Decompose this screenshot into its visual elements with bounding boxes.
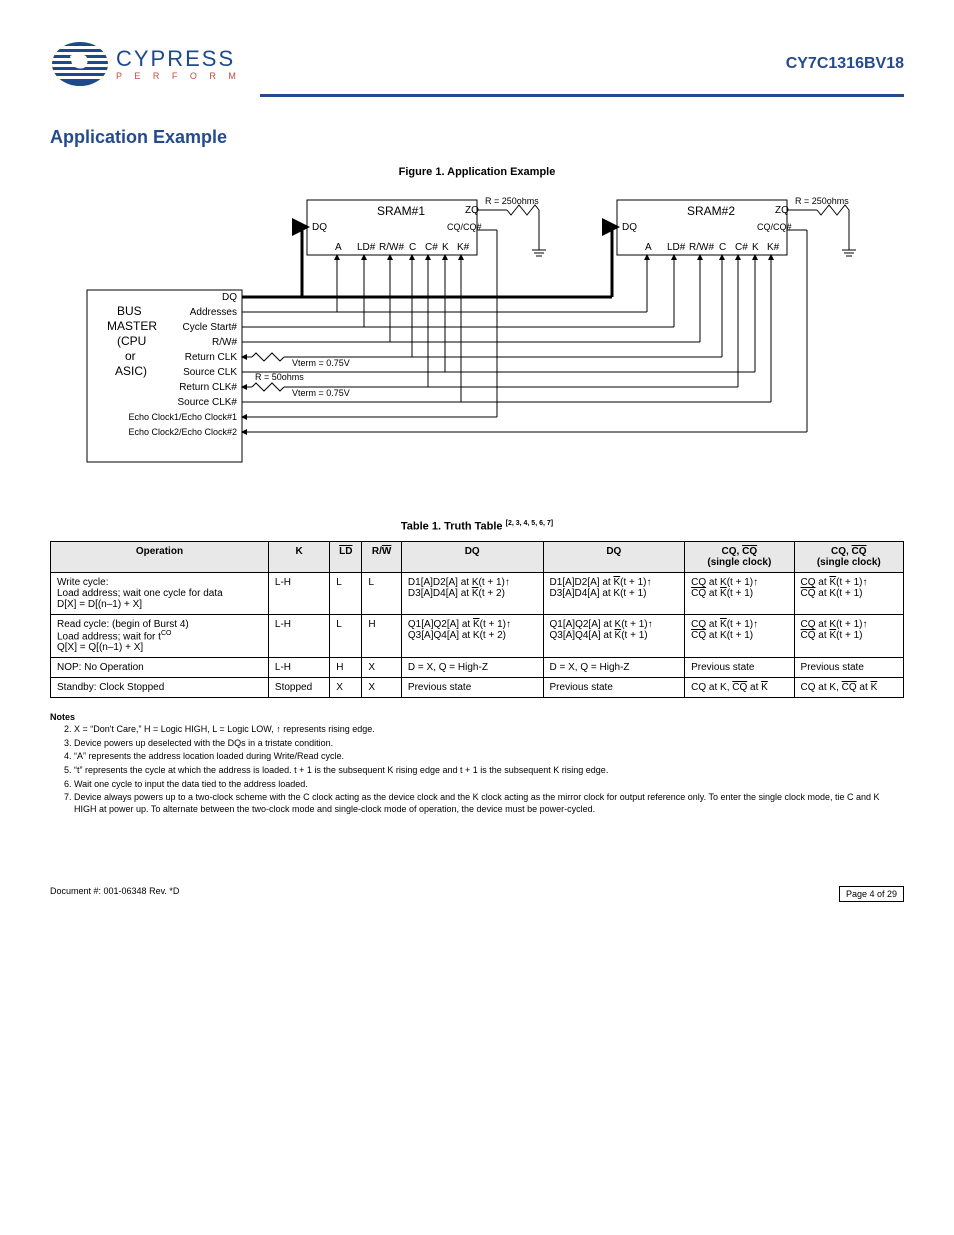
svg-text:K: K <box>442 242 449 253</box>
svg-text:R/W#: R/W# <box>379 242 404 253</box>
svg-text:Cycle Start#: Cycle Start# <box>183 322 238 333</box>
header-rule <box>260 94 904 97</box>
brand-name: CYPRESS <box>116 48 241 70</box>
col-cq1: CQ, CQ(single clock) <box>685 541 794 572</box>
svg-text:DQ: DQ <box>222 292 237 303</box>
svg-text:DQ: DQ <box>622 222 637 233</box>
svg-text:Source CLK: Source CLK <box>183 367 237 378</box>
col-operation: Operation <box>51 541 269 572</box>
svg-text:A: A <box>645 242 652 253</box>
sram1-label: SRAM#1 <box>377 204 425 218</box>
svg-text:MASTER: MASTER <box>107 319 157 333</box>
brand-logo: CYPRESS P E R F O R M <box>50 40 241 88</box>
table-row: Read cycle: (begin of Burst 4)Load addre… <box>51 614 904 657</box>
svg-text:Vterm = 0.75V: Vterm = 0.75V <box>292 388 350 398</box>
svg-text:LD#: LD# <box>357 242 376 253</box>
svg-text:R = 50ohms: R = 50ohms <box>255 372 304 382</box>
note-item: X = “Don't Care,” H = Logic HIGH, L = Lo… <box>74 724 904 736</box>
svg-text:CQ/CQ#: CQ/CQ# <box>447 222 482 232</box>
truth-table-caption: Table 1. Truth Table [2, 3, 4, 5, 6, 7] <box>50 520 904 533</box>
bus-master-label: BUS <box>117 304 142 318</box>
sram2-label: SRAM#2 <box>687 204 735 218</box>
svg-text:Echo Clock2/Echo Clock#2: Echo Clock2/Echo Clock#2 <box>128 427 237 437</box>
part-number: CY7C1316BV18 <box>786 55 904 73</box>
page-number: Page 4 of 29 <box>839 886 904 902</box>
doc-number: Document #: 001-06348 Rev. *D <box>50 886 179 902</box>
note-item: Device powers up deselected with the DQs… <box>74 738 904 750</box>
col-rw: R/W <box>362 541 402 572</box>
brand-tagline: P E R F O R M <box>116 72 241 81</box>
note-item: “A” represents the address location load… <box>74 751 904 763</box>
svg-text:K#: K# <box>767 242 780 253</box>
svg-text:DQ: DQ <box>312 222 327 233</box>
svg-text:C: C <box>409 242 416 253</box>
table-header-row: Operation K LD R/W DQ DQ CQ, CQ(single c… <box>51 541 904 572</box>
svg-text:C#: C# <box>425 242 438 253</box>
svg-text:ASIC): ASIC) <box>115 364 147 378</box>
page-header: CYPRESS P E R F O R M CY7C1316BV18 <box>50 40 904 88</box>
col-k: K <box>268 541 329 572</box>
note-item: Wait one cycle to input the data tied to… <box>74 779 904 791</box>
svg-text:ZQ: ZQ <box>465 205 479 216</box>
truth-table-body: Write cycle:Load address; wait one cycle… <box>51 572 904 697</box>
col-dq2: DQ <box>543 541 685 572</box>
svg-text:Vterm = 0.75V: Vterm = 0.75V <box>292 358 350 368</box>
svg-text:LD#: LD# <box>667 242 686 253</box>
table-row: Standby: Clock Stopped StoppedXX Previou… <box>51 677 904 697</box>
col-dq1: DQ <box>401 541 543 572</box>
svg-text:R = 250ohms: R = 250ohms <box>795 196 849 206</box>
globe-icon <box>50 40 110 88</box>
notes-title: Notes <box>50 712 904 722</box>
svg-text:Addresses: Addresses <box>190 307 237 318</box>
svg-text:C: C <box>719 242 726 253</box>
notes-list: X = “Don't Care,” H = Logic HIGH, L = Lo… <box>50 724 904 816</box>
svg-text:ZQ: ZQ <box>775 205 789 216</box>
svg-text:Source CLK#: Source CLK# <box>178 397 238 408</box>
svg-text:R/W#: R/W# <box>689 242 714 253</box>
svg-text:K: K <box>752 242 759 253</box>
svg-text:(CPU: (CPU <box>117 334 146 348</box>
svg-text:A: A <box>335 242 342 253</box>
svg-text:Return CLK#: Return CLK# <box>179 382 237 393</box>
svg-text:C#: C# <box>735 242 748 253</box>
svg-text:R/W#: R/W# <box>212 337 237 348</box>
table-row: Write cycle:Load address; wait one cycle… <box>51 572 904 614</box>
col-ld: LD <box>330 541 362 572</box>
page-footer: Document #: 001-06348 Rev. *D Page 4 of … <box>50 886 904 902</box>
svg-text:K#: K# <box>457 242 470 253</box>
notes-section: Notes X = “Don't Care,” H = Logic HIGH, … <box>50 712 904 816</box>
truth-table: Operation K LD R/W DQ DQ CQ, CQ(single c… <box>50 541 904 698</box>
section-title: Application Example <box>50 127 904 148</box>
note-item: Device always powers up to a two-clock s… <box>74 792 904 815</box>
svg-text:Return CLK: Return CLK <box>185 352 238 363</box>
figure-caption: Figure 1. Application Example <box>50 166 904 178</box>
table-row: NOP: No Operation L-HHX D = X, Q = High-… <box>51 657 904 677</box>
svg-text:CQ/CQ#: CQ/CQ# <box>757 222 792 232</box>
svg-text:R = 250ohms: R = 250ohms <box>485 196 539 206</box>
note-item: “t” represents the cycle at which the ad… <box>74 765 904 777</box>
svg-text:or: or <box>125 349 136 363</box>
svg-text:Echo Clock1/Echo Clock#1: Echo Clock1/Echo Clock#1 <box>128 412 237 422</box>
application-diagram: BUS MASTER (CPU or ASIC) DQ Addresses Cy… <box>50 190 904 490</box>
col-cq2: CQ, CQ(single clock) <box>794 541 903 572</box>
